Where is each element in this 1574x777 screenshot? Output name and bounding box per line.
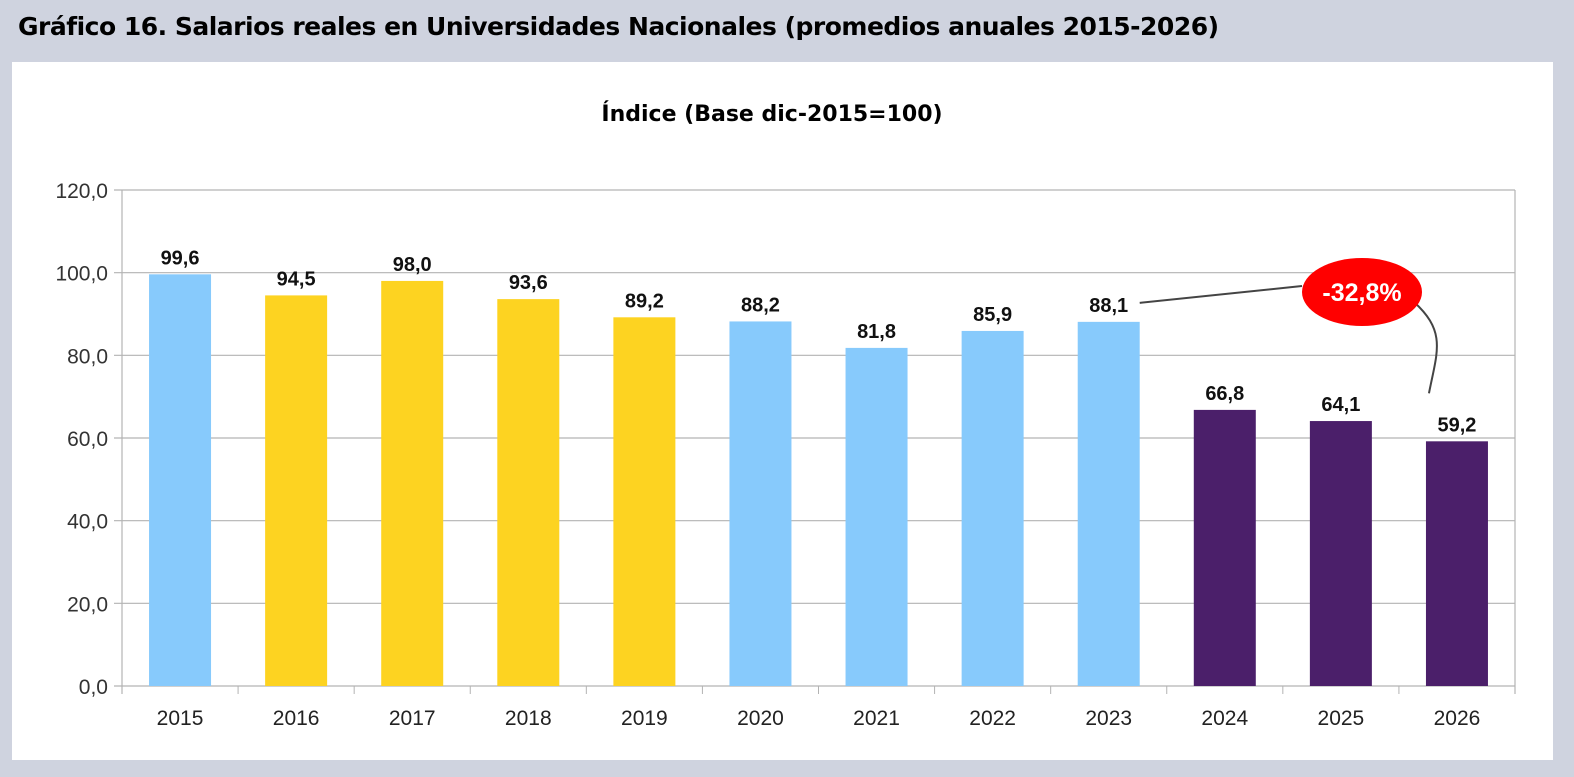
y-tick-label: 40,0 xyxy=(67,511,108,534)
bar-2022 xyxy=(961,330,1024,686)
data-label: 93,6 xyxy=(509,272,548,294)
y-tick-label: 0,0 xyxy=(79,676,108,699)
annotation-bubble xyxy=(1302,258,1422,326)
bar-2019 xyxy=(613,317,676,686)
x-tick-label: 2024 xyxy=(1201,707,1248,730)
x-tick-label: 2019 xyxy=(621,707,668,730)
x-tick-label: 2017 xyxy=(389,707,436,730)
chart-title: Índice (Base dic-2015=100) xyxy=(601,101,942,127)
data-label: 99,6 xyxy=(161,247,200,269)
bar-2026 xyxy=(1425,441,1488,686)
x-tick-label: 2022 xyxy=(969,707,1016,730)
page-title: Gráfico 16. Salarios reales en Universid… xyxy=(18,12,1219,41)
x-tick-label: 2026 xyxy=(1434,707,1481,730)
y-tick-label: 100,0 xyxy=(55,263,108,286)
annotation-label: -32,8% xyxy=(1322,279,1401,307)
data-label: 88,1 xyxy=(1089,295,1128,317)
annotation-connector xyxy=(1413,301,1438,394)
x-tick-label: 2018 xyxy=(505,707,552,730)
x-tick-label: 2016 xyxy=(273,707,320,730)
bar-2021 xyxy=(845,347,908,686)
data-label: 64,1 xyxy=(1321,394,1360,416)
annotation-connector xyxy=(1139,285,1303,304)
data-label: 89,2 xyxy=(625,290,664,312)
bar-2015 xyxy=(149,274,212,686)
bar-2020 xyxy=(729,321,792,686)
bar-2024 xyxy=(1193,409,1256,686)
data-label: 85,9 xyxy=(973,304,1012,326)
bar-2017 xyxy=(381,280,444,686)
x-tick-label: 2021 xyxy=(853,707,900,730)
data-label: 94,5 xyxy=(277,268,316,290)
y-tick-label: 80,0 xyxy=(67,345,108,368)
bar-2025 xyxy=(1309,421,1372,686)
data-label: 81,8 xyxy=(857,321,896,343)
x-tick-label: 2023 xyxy=(1085,707,1132,730)
bar-2023 xyxy=(1077,321,1140,686)
data-label: 98,0 xyxy=(393,254,432,276)
data-label: 66,8 xyxy=(1205,383,1244,405)
data-label: 59,2 xyxy=(1437,414,1476,436)
y-tick-label: 60,0 xyxy=(67,428,108,451)
bar-2016 xyxy=(265,295,328,686)
y-tick-label: 120,0 xyxy=(55,180,108,203)
x-tick-label: 2020 xyxy=(737,707,784,730)
x-tick-label: 2015 xyxy=(157,707,204,730)
x-tick-label: 2025 xyxy=(1318,707,1365,730)
y-tick-label: 20,0 xyxy=(67,593,108,616)
data-label: 88,2 xyxy=(741,294,780,316)
bar-2018 xyxy=(497,299,560,686)
